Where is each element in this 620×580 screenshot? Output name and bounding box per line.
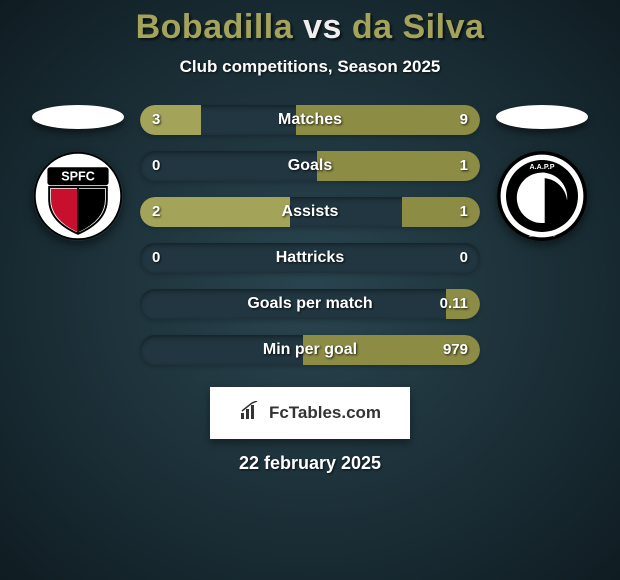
bar-right-fill xyxy=(303,335,480,365)
bar-right-fill xyxy=(446,289,480,319)
right-side: A.A.P.P 11.08.190 xyxy=(492,105,592,241)
svg-text:SPFC: SPFC xyxy=(61,170,95,184)
title-vs: vs xyxy=(303,8,342,46)
spfc-crest-icon: SPFC xyxy=(33,151,123,241)
brand-box: FcTables.com xyxy=(210,387,410,439)
page-title: Bobadilla vs da Silva xyxy=(0,8,620,47)
left-side: SPFC xyxy=(28,105,128,241)
aapp-crest-icon: A.A.P.P 11.08.190 xyxy=(497,151,587,241)
stat-row: 979Min per goal xyxy=(140,335,480,365)
stat-right-value: 0 xyxy=(460,243,468,273)
stat-row: 21Assists xyxy=(140,197,480,227)
brand-text: FcTables.com xyxy=(269,403,381,423)
stat-row: 0.11Goals per match xyxy=(140,289,480,319)
title-left: Bobadilla xyxy=(136,8,294,46)
svg-text:A.A.P.P: A.A.P.P xyxy=(529,162,554,171)
bar-left-fill xyxy=(140,197,290,227)
date-text: 22 february 2025 xyxy=(0,453,620,474)
bar-right-fill xyxy=(317,151,480,181)
stat-row: 01Goals xyxy=(140,151,480,181)
subtitle: Club competitions, Season 2025 xyxy=(0,57,620,77)
stat-bars: 39Matches01Goals21Assists00Hattricks0.11… xyxy=(140,105,480,381)
title-right: da Silva xyxy=(352,8,485,46)
bar-right-fill xyxy=(402,197,480,227)
chart-icon xyxy=(239,401,263,426)
stat-left-value: 0 xyxy=(152,151,160,181)
stat-label: Goals per match xyxy=(140,289,480,319)
stat-left-value: 0 xyxy=(152,243,160,273)
oval-left xyxy=(32,105,124,129)
stat-row: 0 0Hattricks xyxy=(140,243,480,273)
stat-row: 39Matches xyxy=(140,105,480,135)
svg-text:11.08.190: 11.08.190 xyxy=(528,232,556,239)
bar-right-fill xyxy=(296,105,480,135)
bar-left-fill xyxy=(140,105,201,135)
oval-right xyxy=(496,105,588,129)
stat-label: Hattricks xyxy=(140,243,480,273)
